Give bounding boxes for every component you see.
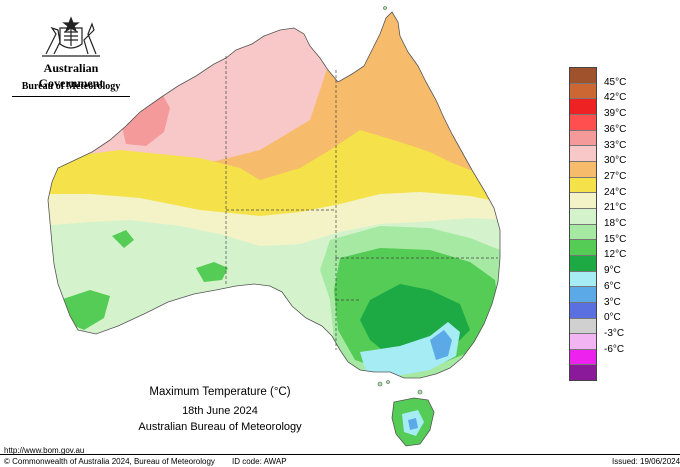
legend-label: 45°C	[604, 76, 627, 88]
legend-label: 39°C	[604, 108, 627, 120]
legend-label: 6°C	[604, 280, 621, 292]
legend-label: 33°C	[604, 139, 627, 151]
tasmania	[391, 397, 435, 447]
map-organisation: Australian Bureau of Meteorology	[138, 421, 302, 433]
legend-label: -6°C	[604, 343, 625, 355]
legend-swatch	[570, 271, 596, 288]
legend-swatch	[570, 318, 596, 335]
temperature-fill	[48, 12, 500, 378]
map-title: Maximum Temperature (°C)	[149, 386, 291, 398]
coat-of-arms-logo	[42, 16, 100, 57]
legend-swatch	[570, 161, 596, 178]
legend-swatch	[570, 177, 596, 194]
legend-swatch	[570, 287, 596, 303]
legend-swatch	[570, 68, 596, 84]
footer-divider	[0, 454, 680, 455]
legend-label: 0°C	[604, 312, 621, 324]
legend-label: 12°C	[604, 249, 627, 261]
coastline	[47, 11, 501, 379]
islands	[377, 6, 423, 395]
legend-label: 36°C	[604, 123, 627, 135]
legend-label: 3°C	[604, 296, 621, 308]
legend-label: 9°C	[604, 265, 621, 277]
legend-swatch	[570, 130, 596, 147]
state-borders	[225, 56, 498, 350]
legend-swatch	[570, 114, 596, 131]
legend-swatch	[570, 193, 596, 209]
legend-swatch	[570, 83, 596, 100]
legend-swatch	[570, 240, 596, 256]
legend-swatch	[570, 146, 596, 162]
agency-name: Bureau of Meteorology	[21, 81, 121, 92]
legend-label: 27°C	[604, 170, 627, 182]
temperature-legend	[569, 67, 597, 381]
website-link[interactable]: http://www.bom.gov.au	[4, 446, 85, 455]
legend-label: 21°C	[604, 202, 627, 214]
legend-swatch	[570, 334, 596, 350]
legend-swatch	[570, 255, 596, 272]
copyright-text: © Commonwealth of Australia 2024, Bureau…	[4, 457, 215, 466]
legend-swatch	[570, 365, 596, 381]
legend-label: 42°C	[604, 92, 627, 104]
id-code: ID code: AWAP	[232, 457, 287, 466]
legend-label: -3°C	[604, 327, 625, 339]
legend-swatch	[570, 99, 596, 115]
legend-swatch	[570, 208, 596, 225]
legend-label: 15°C	[604, 233, 627, 245]
legend-label: 30°C	[604, 155, 627, 167]
legend-label: 24°C	[604, 186, 627, 198]
legend-swatch	[570, 349, 596, 366]
government-title: Australian Government	[12, 61, 130, 97]
legend-label: 18°C	[604, 218, 627, 229]
issued-date: Issued: 19/06/2024	[612, 457, 680, 466]
legend-swatch	[570, 302, 596, 319]
legend-swatch	[570, 224, 596, 241]
map-date: 18th June 2024	[182, 405, 258, 417]
